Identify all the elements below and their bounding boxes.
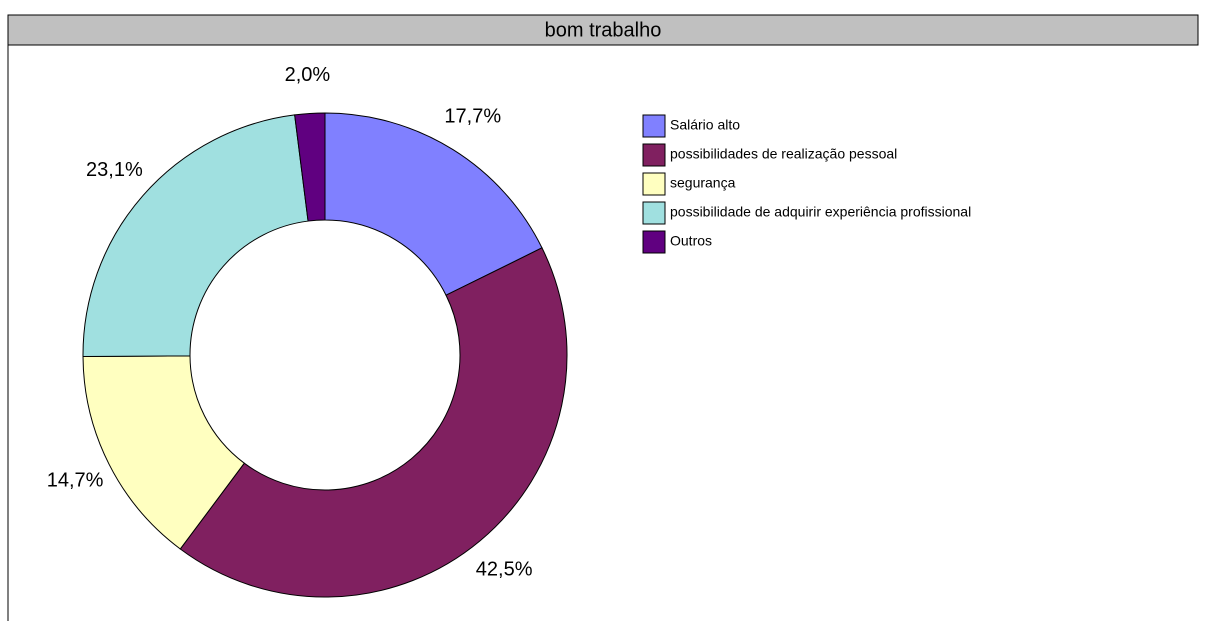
pie-slice	[324, 112, 543, 296]
legend-label: possibilidade de adquirir experiência pr…	[670, 204, 971, 220]
legend-swatch	[642, 143, 666, 167]
legend-label: segurança	[670, 175, 736, 191]
chart-title: bom trabalho	[545, 19, 662, 41]
data-label: 17,7%	[444, 105, 501, 127]
title-bar	[7, 14, 1199, 46]
legend-swatch	[642, 172, 666, 196]
pie-slice	[82, 355, 245, 550]
legend-label: Salário alto	[670, 117, 740, 133]
legend-label: Outros	[670, 233, 712, 249]
legend-swatch	[642, 230, 666, 254]
data-label: 14,7%	[47, 470, 104, 492]
pie-slice	[294, 112, 326, 222]
legend-swatch	[642, 114, 666, 138]
legend-swatch	[642, 201, 666, 225]
data-label: 23,1%	[86, 159, 143, 181]
data-label: 42,5%	[476, 558, 533, 580]
data-label: 2,0%	[285, 64, 331, 86]
pie-slice	[82, 114, 309, 358]
legend-label: possibilidades de realização pessoal	[670, 146, 897, 162]
pie-slice	[179, 247, 568, 598]
